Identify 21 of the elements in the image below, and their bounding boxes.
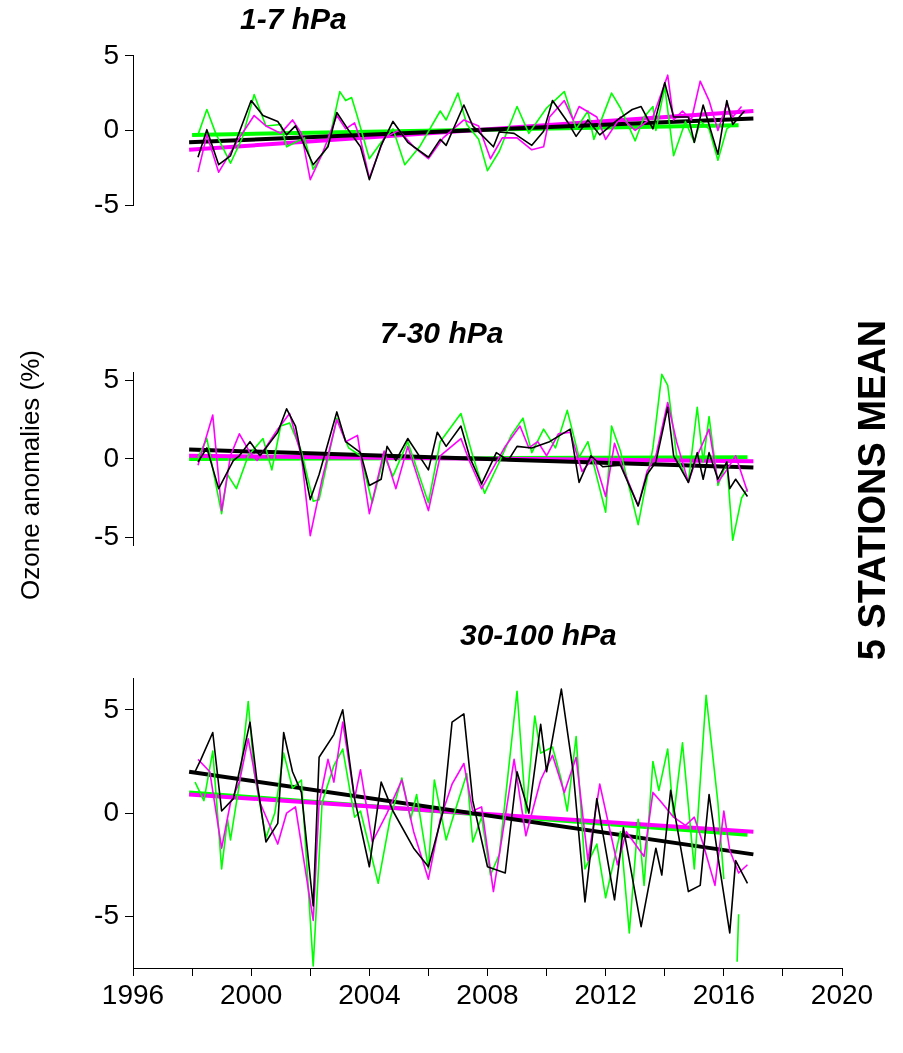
y-axis-title: Ozone anomalies (%) [14, 350, 46, 600]
chart-title: 30-100 hPa [460, 618, 617, 652]
y-tick-label: 5 [103, 692, 119, 724]
x-tick-label: 2020 [810, 978, 874, 1010]
y-tick-label: -5 [94, 899, 119, 931]
y-tick-label: -5 [94, 519, 119, 551]
y-tick-label: 5 [103, 38, 119, 70]
y-tick-label: 0 [103, 795, 119, 827]
x-tick-label: 1996 [101, 978, 165, 1010]
x-tick-label: 2004 [338, 978, 401, 1010]
chart-title: 1-7 hPa [240, 2, 347, 36]
y-tick-label: -5 [94, 187, 119, 219]
x-tick-label: 2012 [574, 978, 637, 1010]
y-tick-label: 0 [103, 441, 119, 473]
x-tick-label: 2000 [220, 978, 283, 1010]
x-tick-label: 2016 [692, 978, 755, 1010]
y-tick-label: 5 [103, 363, 119, 395]
text: 5 STATIONS MEAN [850, 319, 894, 661]
chart-title: 7-30 hPa [380, 316, 504, 350]
x-tick-label: 2008 [456, 978, 519, 1010]
y-tick-label: 0 [103, 113, 119, 145]
